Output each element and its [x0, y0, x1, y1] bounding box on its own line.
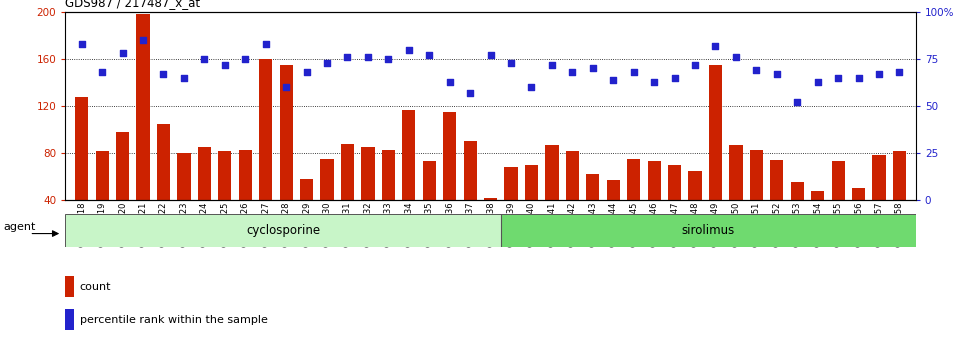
Bar	[750, 150, 763, 247]
Bar	[688, 171, 702, 247]
Point	[381, 56, 396, 62]
Point	[360, 55, 376, 60]
Point	[258, 41, 273, 47]
Bar	[668, 165, 681, 247]
Point	[217, 62, 233, 68]
Point	[708, 43, 724, 49]
Point	[830, 75, 846, 81]
Point	[850, 75, 866, 81]
Text: count: count	[80, 282, 111, 292]
Point	[605, 77, 621, 82]
Bar	[402, 110, 415, 247]
Bar	[75, 97, 88, 247]
Bar	[606, 180, 620, 247]
Text: percentile rank within the sample: percentile rank within the sample	[80, 315, 267, 325]
Bar	[501, 214, 916, 247]
Bar	[320, 159, 333, 247]
Point	[442, 79, 457, 85]
Bar	[65, 276, 74, 297]
Bar	[770, 160, 783, 247]
Point	[504, 60, 519, 66]
Point	[565, 69, 580, 75]
Point	[115, 51, 131, 56]
Point	[299, 69, 314, 75]
Point	[176, 75, 191, 81]
Bar	[198, 147, 211, 247]
Bar	[95, 151, 109, 247]
Point	[687, 62, 702, 68]
Point	[136, 38, 151, 43]
Point	[279, 85, 294, 90]
Bar	[361, 147, 375, 247]
Bar	[136, 14, 150, 247]
Bar	[238, 150, 252, 247]
Point	[585, 66, 601, 71]
Bar	[791, 183, 804, 247]
Bar	[382, 150, 395, 247]
Bar	[729, 145, 743, 247]
Point	[401, 47, 416, 52]
Point	[422, 52, 437, 58]
Bar	[443, 112, 456, 247]
Bar	[628, 159, 640, 247]
Point	[892, 69, 907, 75]
Point	[769, 71, 784, 77]
Bar	[566, 151, 579, 247]
Bar	[545, 145, 558, 247]
Bar	[709, 65, 722, 247]
Point	[74, 41, 89, 47]
Point	[524, 85, 539, 90]
Text: sirolimus: sirolimus	[681, 224, 735, 237]
Bar	[873, 156, 886, 247]
Bar	[65, 214, 501, 247]
Point	[810, 79, 825, 85]
Point	[872, 71, 887, 77]
Bar	[648, 161, 661, 247]
Point	[197, 56, 212, 62]
Bar	[463, 141, 477, 247]
Bar	[423, 161, 436, 247]
Point	[319, 60, 334, 66]
Point	[462, 90, 478, 96]
Point	[647, 79, 662, 85]
Bar	[341, 144, 354, 247]
Bar	[157, 124, 170, 247]
Text: GDS987 / 217487_x_at: GDS987 / 217487_x_at	[65, 0, 201, 10]
Bar	[280, 65, 293, 247]
Bar	[259, 59, 272, 247]
Point	[483, 52, 499, 58]
Point	[340, 55, 356, 60]
Point	[237, 56, 253, 62]
Point	[749, 68, 764, 73]
Bar	[811, 191, 825, 247]
Bar	[525, 165, 538, 247]
Point	[544, 62, 559, 68]
Text: cyclosporine: cyclosporine	[246, 224, 320, 237]
Point	[94, 69, 110, 75]
Bar	[586, 174, 600, 247]
Point	[728, 55, 744, 60]
Point	[156, 71, 171, 77]
Bar	[65, 309, 74, 330]
Bar	[893, 151, 906, 247]
Bar	[505, 167, 518, 247]
Bar	[218, 151, 232, 247]
Bar	[484, 198, 497, 247]
Bar	[831, 161, 845, 247]
Bar	[177, 153, 190, 247]
Point	[626, 69, 641, 75]
Bar	[300, 179, 313, 247]
Point	[790, 100, 805, 105]
Text: agent: agent	[3, 222, 36, 232]
Bar	[852, 188, 865, 247]
Bar	[116, 132, 129, 247]
Point	[667, 75, 682, 81]
